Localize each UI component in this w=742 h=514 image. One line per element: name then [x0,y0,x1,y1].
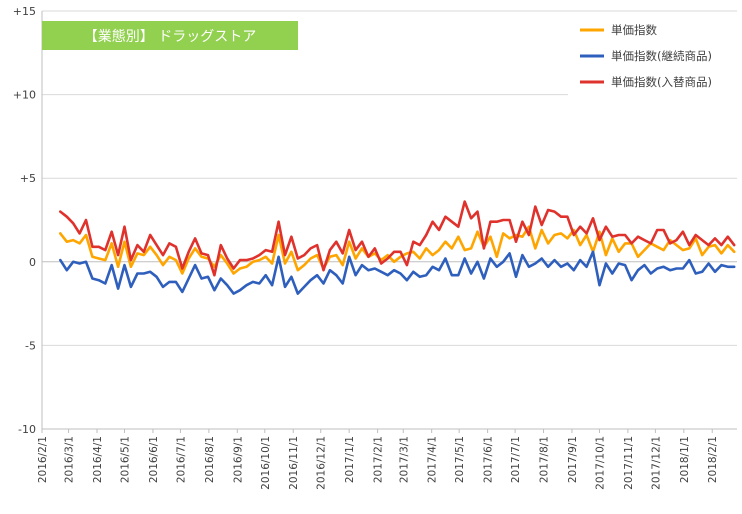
x-tick-label: 2016/10/1 [260,436,272,490]
x-tick-label: 2017/11/1 [623,436,635,490]
x-tick-label: 2016/6/1 [148,436,160,483]
x-tick-label: 2017/7/1 [510,436,522,483]
x-tick-label: 2016/7/1 [175,436,187,483]
series-line-1 [58,250,736,295]
chart-title: 【業態別】 ドラッグストア [84,29,256,45]
y-tick-label: -10 [18,423,36,436]
x-tick-label: 2016/2/1 [37,436,49,483]
x-tick-label: 2017/8/1 [539,436,551,483]
y-tick-label: +5 [20,172,36,185]
series-line-0 [58,225,736,275]
legend-label-2: 単価指数(入替商品) [611,75,712,89]
y-tick-label: 0 [29,256,36,269]
x-tick-label: 2017/3/1 [398,436,410,483]
chart-title-background [42,21,298,50]
y-tick-label: -5 [25,339,36,352]
x-tick-label: 2016/4/1 [92,436,104,483]
x-tick-label: 2016/3/1 [64,436,76,483]
x-tick-label: 2017/1/1 [344,436,356,483]
x-tick-label: 2016/5/1 [120,436,132,483]
x-tick-label: 2016/9/1 [232,436,244,483]
series-layer [58,200,736,295]
y-tick-label: +10 [13,89,36,102]
x-tick-label: 2017/2/1 [373,436,385,483]
x-tick-label: 2016/11/1 [288,436,300,490]
x-tick-label: 2017/10/1 [594,436,606,490]
x-tick-label: 2017/9/1 [567,436,579,483]
x-tick-label: 2018/1/1 [679,436,691,483]
legend-label-1: 単価指数(継続商品) [611,49,712,63]
legend-label-0: 単価指数 [611,23,657,37]
x-tick-label: 2017/4/1 [427,436,439,483]
series-line-2 [58,200,736,277]
x-tick-label: 2018/2/1 [707,436,719,483]
x-tick-label: 2017/12/1 [650,436,662,490]
x-tick-label: 2016/8/1 [204,436,216,483]
x-tick-label: 2017/5/1 [454,436,466,483]
x-tick-label: 2016/12/1 [316,436,328,490]
x-tick-label: 2017/6/1 [483,436,495,483]
chart-title-box: 【業態別】 ドラッグストア [42,21,298,50]
y-tick-label: +15 [13,5,36,18]
